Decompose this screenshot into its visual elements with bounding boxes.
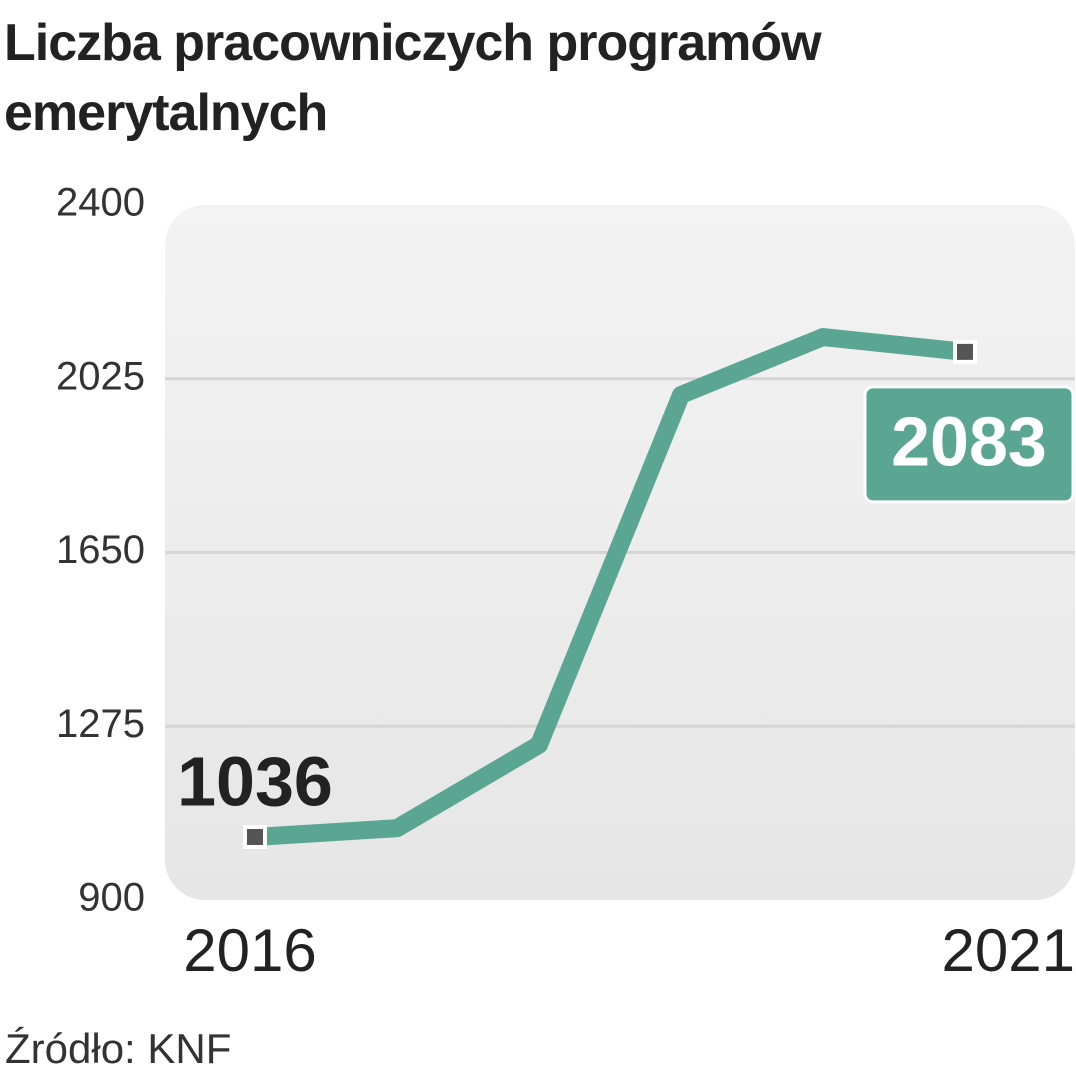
line bbox=[254, 328, 966, 846]
x-tick-label: 2021 bbox=[942, 917, 1075, 984]
source: Źródło: KNF bbox=[5, 1025, 231, 1072]
value-label: 2083 bbox=[891, 402, 1047, 480]
value-label: 1036 bbox=[177, 742, 333, 820]
point-marker bbox=[243, 824, 267, 849]
value-label-box bbox=[863, 385, 1075, 504]
y-tick-label: 900 bbox=[78, 876, 145, 920]
x-tick-label: 2016 bbox=[183, 917, 316, 984]
y-tick-label: 2400 bbox=[56, 181, 145, 225]
point-marker bbox=[953, 339, 977, 364]
y-tick-label: 1275 bbox=[56, 702, 145, 746]
y-tick-label: 2025 bbox=[56, 354, 145, 398]
y-tick-label: 1650 bbox=[56, 528, 145, 572]
chart-title: Liczba pracowniczych programów emerytaln… bbox=[4, 14, 822, 142]
